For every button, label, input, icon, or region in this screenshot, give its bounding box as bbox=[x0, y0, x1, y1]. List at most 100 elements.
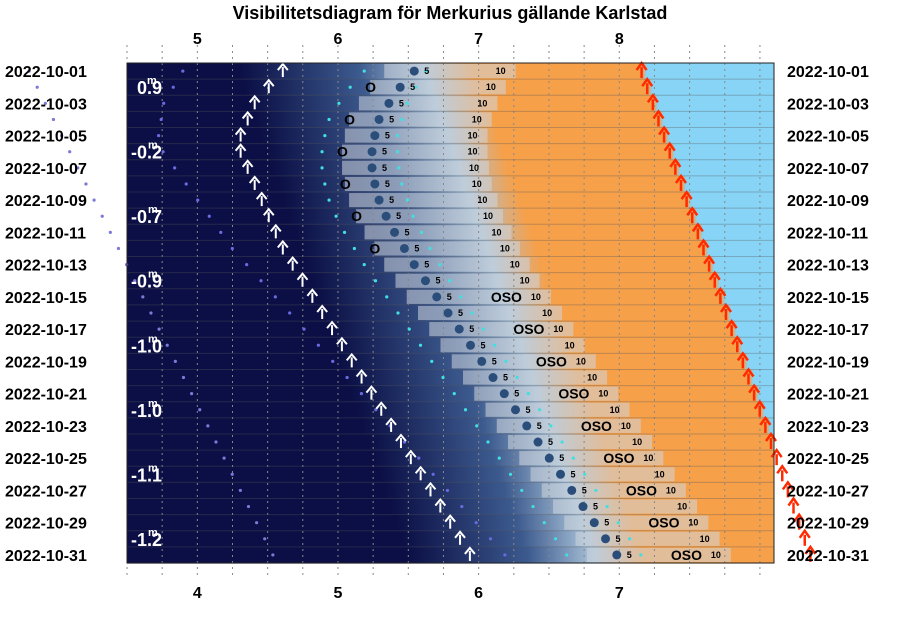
arrow-head bbox=[241, 159, 254, 168]
arrow-head bbox=[355, 368, 368, 378]
sunrise-arrow bbox=[641, 77, 654, 95]
trail-dot bbox=[474, 521, 478, 525]
chart-title: Visibilitetsdiagram för Merkurius gällan… bbox=[233, 3, 668, 23]
sunrise-arrow bbox=[691, 222, 704, 240]
mercury-dot bbox=[409, 66, 419, 76]
trail-dot bbox=[470, 311, 474, 315]
trail-dot bbox=[481, 327, 485, 331]
date-label-left: 2022-10-27 bbox=[5, 483, 87, 500]
sunrise-arrow bbox=[736, 351, 749, 369]
altitude-label-5: 5 bbox=[616, 534, 621, 544]
trail-dot bbox=[438, 263, 442, 267]
trail-dot bbox=[616, 521, 620, 525]
arrow-head bbox=[708, 270, 721, 281]
trail-dot bbox=[526, 392, 530, 396]
direction-label: OSO bbox=[536, 353, 567, 369]
arrow-head bbox=[703, 254, 716, 265]
magnitude-label: -0.2 bbox=[131, 143, 162, 163]
arrow-head bbox=[434, 497, 447, 507]
altitude-label-10: 10 bbox=[655, 469, 665, 479]
trail-dot bbox=[27, 69, 31, 73]
arrow-head bbox=[277, 62, 289, 71]
sunrise-arrow bbox=[725, 318, 738, 337]
mercury-rise-arrow bbox=[286, 256, 299, 271]
trail-dot bbox=[171, 85, 175, 89]
altitude-label-5: 5 bbox=[492, 356, 497, 366]
arrow-head bbox=[736, 351, 749, 362]
arrow-head bbox=[793, 512, 806, 523]
sunrise-arrow bbox=[646, 93, 659, 111]
arrow-head bbox=[296, 272, 309, 281]
mercury-dot bbox=[589, 518, 599, 528]
date-label-right: 2022-10-27 bbox=[787, 483, 869, 500]
arrow-head bbox=[658, 125, 671, 136]
sky-row bbox=[127, 353, 774, 371]
sunrise-arrow bbox=[731, 335, 744, 353]
mercury-band bbox=[474, 386, 619, 401]
trail-dot bbox=[173, 166, 177, 170]
altitude-label-5: 5 bbox=[627, 550, 632, 560]
trail-dot bbox=[400, 117, 404, 122]
mercury-dot bbox=[488, 373, 498, 383]
magnitude-label: -1.0 bbox=[131, 401, 162, 421]
trail-dot bbox=[418, 343, 423, 347]
altitude-label-10: 10 bbox=[468, 131, 478, 141]
altitude-label-10: 10 bbox=[666, 485, 676, 495]
altitude-label-5: 5 bbox=[385, 131, 390, 141]
mercury-rise-arrow bbox=[241, 110, 254, 126]
trail-dot bbox=[396, 311, 400, 315]
date-label-left: 2022-10-11 bbox=[5, 225, 86, 242]
mercury-rise-arrow bbox=[355, 368, 368, 384]
arrow-head bbox=[395, 433, 407, 442]
altitude-label-5: 5 bbox=[481, 340, 486, 350]
trail-dot bbox=[334, 214, 338, 218]
altitude-label-5: 5 bbox=[385, 179, 390, 189]
arrow-head bbox=[277, 239, 289, 249]
altitude-label-5: 5 bbox=[410, 82, 415, 92]
plot-border bbox=[126, 62, 775, 564]
mercury-dot bbox=[466, 340, 475, 350]
altitude-label-10: 10 bbox=[565, 340, 575, 350]
mercury-rise-arrow bbox=[277, 62, 289, 78]
magnitude-labels: 0.9m-0.2m-0.7m-0.9m-1.0m-1.0m-1.1m-1.2m bbox=[131, 75, 162, 550]
trail-dot bbox=[345, 375, 349, 380]
sunrise-arrow bbox=[759, 415, 772, 433]
bottom-axis-tick-label: 4 bbox=[193, 585, 202, 602]
date-label-right: 2022-10-29 bbox=[787, 516, 869, 533]
sky-row bbox=[127, 385, 774, 403]
altitude-label-5: 5 bbox=[514, 389, 519, 399]
mercury-dot bbox=[374, 114, 384, 124]
mercury-band bbox=[356, 209, 504, 224]
trail-dot bbox=[431, 472, 435, 476]
trail-dot bbox=[411, 214, 415, 218]
sky-row bbox=[127, 369, 774, 387]
date-label-right: 2022-10-17 bbox=[787, 322, 869, 339]
sunrise-arrow bbox=[753, 399, 766, 417]
mercury-rise-arrow bbox=[234, 127, 247, 142]
trail-dot bbox=[531, 504, 535, 509]
trail-dot bbox=[76, 166, 80, 170]
sunrise-arrow bbox=[652, 109, 665, 127]
altitude-label-5: 5 bbox=[559, 453, 564, 463]
mercury-rise-arrow bbox=[464, 546, 476, 561]
date-label-right: 2022-10-09 bbox=[787, 193, 869, 210]
altitude-label-5: 5 bbox=[382, 147, 387, 157]
trail-dot bbox=[320, 166, 324, 170]
trail-dot bbox=[68, 150, 72, 154]
arrow-head bbox=[674, 173, 688, 184]
mercury-dot bbox=[370, 131, 380, 141]
trail-dot bbox=[362, 263, 366, 267]
arrow-head bbox=[652, 109, 665, 120]
mercury-rise-arrow bbox=[255, 191, 268, 207]
sunrise-arrow bbox=[686, 206, 699, 224]
mercury-rise-arrow bbox=[434, 497, 447, 513]
arrow-head bbox=[686, 206, 699, 216]
mercury-band bbox=[417, 305, 563, 321]
trail-dot bbox=[486, 440, 490, 444]
altitude-label-10: 10 bbox=[531, 292, 541, 302]
trail-dot bbox=[108, 230, 112, 234]
arrow-head bbox=[262, 78, 275, 87]
direction-label: O bbox=[337, 144, 348, 160]
direction-label: OSO bbox=[491, 289, 522, 305]
